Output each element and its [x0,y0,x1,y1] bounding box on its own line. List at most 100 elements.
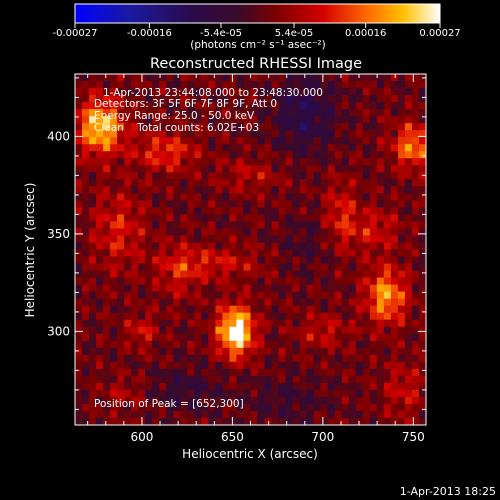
heatmap-cell [285,165,294,173]
heatmap-cell [159,102,167,110]
heatmap-cell [166,382,174,391]
heatmap-cell [243,410,251,419]
heatmap-cell [341,263,350,271]
heatmap-cell [82,200,90,208]
heatmap-cell [383,277,392,285]
heatmap-cell [355,116,364,124]
heatmap-cell [180,228,188,236]
heatmap-cell [208,228,216,236]
heatmap-cell [208,221,216,229]
heatmap-cell [96,256,104,264]
heatmap-cell [138,228,146,236]
heatmap-cell [369,242,378,250]
heatmap-cell [369,207,378,215]
heatmap-cell [376,207,385,215]
heatmap-cell [334,123,343,131]
heatmap-cell [187,186,195,194]
heatmap-cell [411,200,420,208]
heatmap-cell [110,207,118,215]
heatmap-cell [411,130,420,138]
heatmap-cell [215,347,223,356]
heatmap-cell [229,123,237,131]
heatmap-cell [194,368,202,377]
heatmap-cell [299,284,308,293]
heatmap-cell [82,228,90,236]
heatmap-cell [327,221,336,229]
heatmap-cell [82,144,90,152]
heatmap-cell [96,151,104,159]
heatmap-cell [131,319,139,328]
heatmap-cell [411,312,420,321]
heatmap-cell [152,193,160,201]
heatmap-cell [215,137,223,145]
heatmap-cell [250,235,258,243]
heatmap-cell [334,151,343,159]
heatmap-cell [383,347,392,356]
heatmap-cell [369,340,378,349]
heatmap-cell [236,347,244,356]
heatmap-cell [250,228,258,236]
heatmap-cell [306,81,315,89]
heatmap-cell [285,249,294,257]
heatmap-cell [334,305,343,314]
heatmap-cell [327,102,336,110]
heatmap-cell [110,242,118,250]
heatmap-cell [397,116,406,124]
heatmap-cell [411,368,420,377]
heatmap-cell [96,102,104,110]
heatmap-cell [222,354,230,363]
heatmap-cell [215,151,223,159]
heatmap-cell [145,81,153,89]
heatmap-cell [292,186,301,194]
heatmap-cell [390,151,399,159]
heatmap-cell [103,270,111,278]
heatmap-cell [390,200,399,208]
heatmap-cell [138,165,146,173]
heatmap-cell [327,235,336,243]
heatmap-cell [243,130,251,138]
heatmap-cell [327,242,336,250]
heatmap-cell [187,151,195,159]
heatmap-cell [166,312,174,321]
heatmap-cell [222,88,230,96]
heatmap-cell [250,214,258,222]
heatmap-cell [397,263,406,271]
heatmap-cell [376,228,385,236]
heatmap-cell [285,81,294,89]
heatmap-cell [110,403,118,412]
heatmap-cell [348,207,357,215]
heatmap-cell [180,242,188,250]
heatmap-cell [222,333,230,342]
heatmap-cell [208,144,216,152]
heatmap-cell [362,123,371,131]
heatmap-cell [390,186,399,194]
heatmap-cell [362,172,371,180]
heatmap-cell [411,277,420,285]
heatmap-cell [383,102,392,110]
heatmap-cell [369,123,378,131]
heatmap-cell [229,396,237,405]
heatmap-cell [369,235,378,243]
heatmap-cell [166,102,174,110]
heatmap-cell [173,214,181,222]
heatmap-cell [418,214,427,222]
heatmap-cell [180,256,188,264]
heatmap-cell [229,109,237,117]
heatmap-cell [243,193,251,201]
heatmap-cell [355,368,364,377]
heatmap-cell [75,256,83,264]
heatmap-cell [194,116,202,124]
heatmap-cell [236,333,244,342]
heatmap-cell [180,270,188,278]
heatmap-cell [194,242,202,250]
heatmap-cell [82,298,90,307]
heatmap-cell [376,270,385,278]
heatmap-cell [313,193,322,201]
heatmap-cell [138,270,146,278]
heatmap-cell [292,151,301,159]
heatmap-cell [103,235,111,243]
heatmap-cell [334,102,343,110]
heatmap-cell [159,382,167,391]
heatmap-cell [285,340,294,349]
heatmap-cell [159,305,167,314]
